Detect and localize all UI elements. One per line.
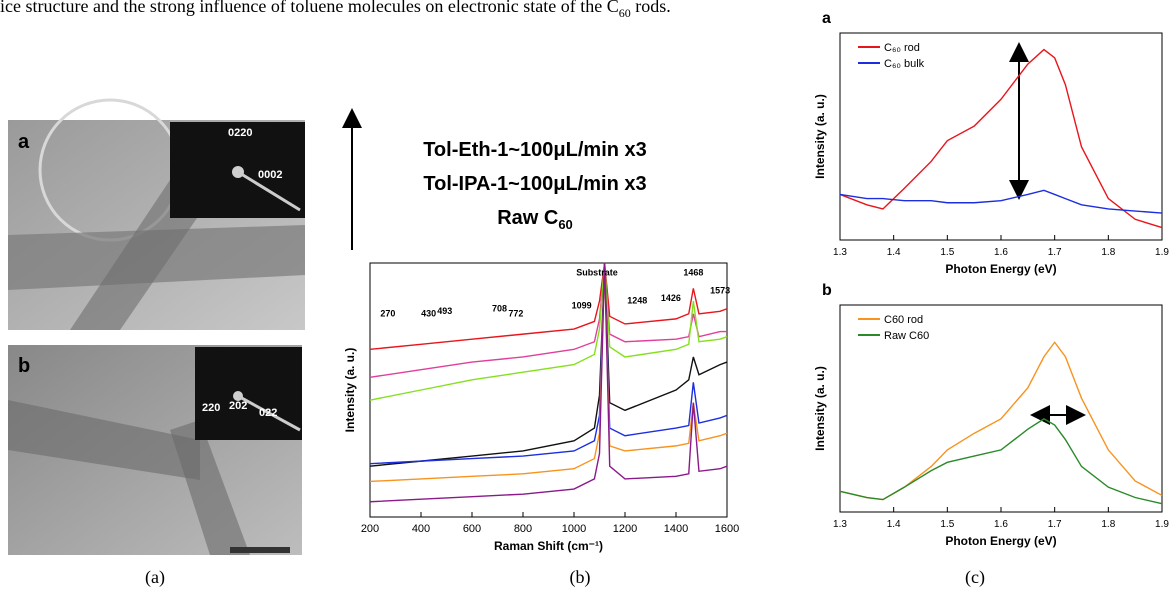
plot-frame xyxy=(369,262,728,518)
x-tick-label: 1.9 xyxy=(1155,519,1169,530)
legend-label: C₆₀ bulk xyxy=(884,58,925,70)
peak-label: 270 xyxy=(380,308,395,318)
legend-label: C60 rod xyxy=(884,314,923,326)
series-line xyxy=(369,262,728,351)
series-line xyxy=(369,262,727,378)
tem-rod xyxy=(170,420,250,555)
diffraction-inset xyxy=(195,347,302,440)
legend-label: C₆₀ rod xyxy=(884,42,920,54)
x-tick-label: 1.6 xyxy=(994,247,1008,258)
x-tick-label: 1000 xyxy=(562,523,586,535)
annotation: Tol-IPA-1~100μL/min x3 xyxy=(423,173,646,195)
annotation: Tol-Eth-1~100μL/min x3 xyxy=(423,139,647,161)
x-tick-label: 600 xyxy=(463,523,481,535)
x-tick-label: 1.7 xyxy=(1048,247,1062,258)
x-tick-label: 800 xyxy=(514,523,532,535)
beam-stop xyxy=(237,394,301,432)
annotation: Raw C60 xyxy=(497,207,573,232)
y-axis-label: Intensity (a. u.) xyxy=(813,366,827,451)
x-tick-label: 1.4 xyxy=(887,247,901,258)
inset-label: 022 xyxy=(259,407,277,419)
peak-label: Substrate xyxy=(576,268,618,278)
y-axis-label: Intensity (a. u.) xyxy=(343,348,357,433)
top-text-main: ice structure and the strong influence o… xyxy=(0,0,619,16)
x-tick-label: 1.8 xyxy=(1101,519,1115,530)
caption: (b) xyxy=(570,567,591,588)
x-tick-label: 1.9 xyxy=(1155,247,1169,258)
annotation-sub: 60 xyxy=(558,217,572,232)
beam-stop xyxy=(237,170,301,212)
series-line xyxy=(839,341,1163,501)
annotation-main: Raw C xyxy=(497,207,558,229)
x-axis-label: Photon Energy (eV) xyxy=(945,534,1056,548)
peak-label: 772 xyxy=(508,308,523,318)
x-tick-label: 1.3 xyxy=(833,247,847,258)
x-tick-label: 1.6 xyxy=(994,519,1008,530)
inset-label: 0220 xyxy=(228,127,252,139)
x-tick-label: 1400 xyxy=(664,523,688,535)
panel-label: a xyxy=(18,131,30,153)
peak-label: 430 xyxy=(421,308,436,318)
peak-label: 1426 xyxy=(661,293,681,303)
x-tick-label: 1.5 xyxy=(940,247,954,258)
peak-label: 493 xyxy=(437,306,452,316)
inset-label: 0002 xyxy=(258,169,282,181)
series-line xyxy=(839,418,1163,505)
x-axis-label: Raman Shift (cm⁻¹) xyxy=(494,539,603,553)
inset-label: 202 xyxy=(229,400,247,412)
x-tick-label: 1.7 xyxy=(1048,519,1062,530)
peak-label: 1468 xyxy=(683,268,703,278)
top-text-end: rods. xyxy=(631,0,671,16)
series-line xyxy=(369,262,728,503)
panel-label: b xyxy=(822,282,832,299)
x-tick-label: 1.3 xyxy=(833,519,847,530)
series-line xyxy=(369,262,728,401)
legend-label: Raw C60 xyxy=(884,330,929,342)
peak-label: 1099 xyxy=(572,301,592,311)
scale-bar xyxy=(230,547,290,553)
y-axis-label: Intensity (a. u.) xyxy=(813,94,827,179)
x-tick-label: 400 xyxy=(412,523,430,535)
panel-label: a xyxy=(822,10,831,27)
inset-label: 220 xyxy=(202,402,220,414)
series-line xyxy=(839,48,1163,229)
top-text: ice structure and the strong influence o… xyxy=(0,0,671,20)
peak-label: 1248 xyxy=(627,296,647,306)
tem-rod xyxy=(8,400,200,480)
series-line xyxy=(839,189,1163,214)
caption: (a) xyxy=(145,567,165,588)
x-tick-label: 1200 xyxy=(613,523,637,535)
peak-label: 708 xyxy=(492,303,507,313)
x-tick-label: 200 xyxy=(361,523,379,535)
x-axis-label: Photon Energy (eV) xyxy=(945,262,1056,276)
x-tick-label: 1.4 xyxy=(887,519,901,530)
top-text-sub: 60 xyxy=(619,6,631,20)
x-tick-label: 1600 xyxy=(715,523,739,535)
panel-label: b xyxy=(18,355,30,377)
x-tick-label: 1.8 xyxy=(1101,247,1115,258)
x-tick-label: 1.5 xyxy=(940,519,954,530)
peak-label: 1573 xyxy=(710,285,730,295)
caption: (c) xyxy=(965,567,985,588)
